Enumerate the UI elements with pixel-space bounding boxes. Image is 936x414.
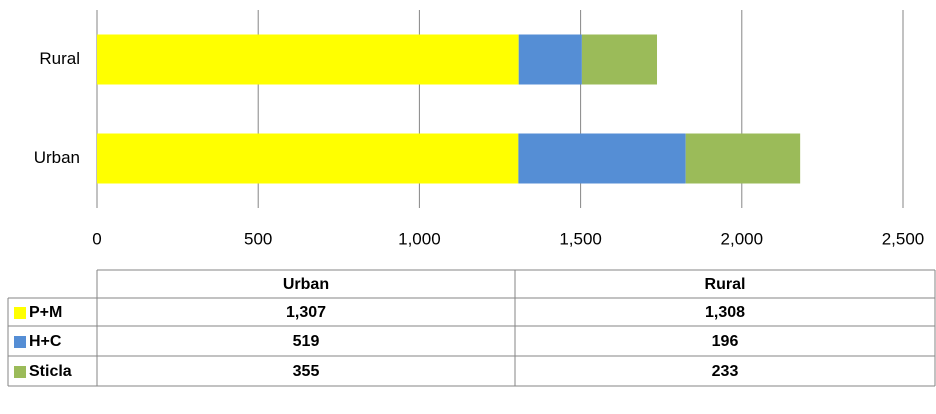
table-cell: 519	[293, 333, 320, 350]
bar	[581, 34, 658, 85]
bar	[97, 34, 519, 85]
bar	[518, 133, 686, 184]
bar	[685, 133, 801, 184]
table-cell: 233	[712, 363, 739, 380]
bar	[518, 34, 582, 85]
x-tick-label: 500	[244, 229, 272, 248]
x-tick-label: 2,500	[882, 229, 925, 248]
table-header: Urban	[283, 276, 329, 293]
x-tick-label: 2,000	[721, 229, 764, 248]
bar	[97, 133, 519, 184]
y-tick-label: Rural	[39, 49, 80, 68]
table-cell: 1,308	[705, 304, 745, 321]
legend-label: Sticla	[29, 363, 72, 380]
legend-swatch	[14, 307, 26, 319]
legend-label: P+M	[29, 304, 62, 321]
table-cell: 196	[712, 333, 739, 350]
x-tick-label: 1,500	[559, 229, 602, 248]
y-tick-label: Urban	[34, 148, 80, 167]
legend-swatch	[14, 336, 26, 348]
x-tick-label: 0	[92, 229, 101, 248]
x-tick-label: 1,000	[398, 229, 441, 248]
legend-label: H+C	[29, 333, 62, 350]
table-cell: 355	[293, 363, 320, 380]
legend-swatch	[14, 366, 26, 378]
table-cell: 1,307	[286, 304, 326, 321]
table-header: Rural	[705, 276, 746, 293]
